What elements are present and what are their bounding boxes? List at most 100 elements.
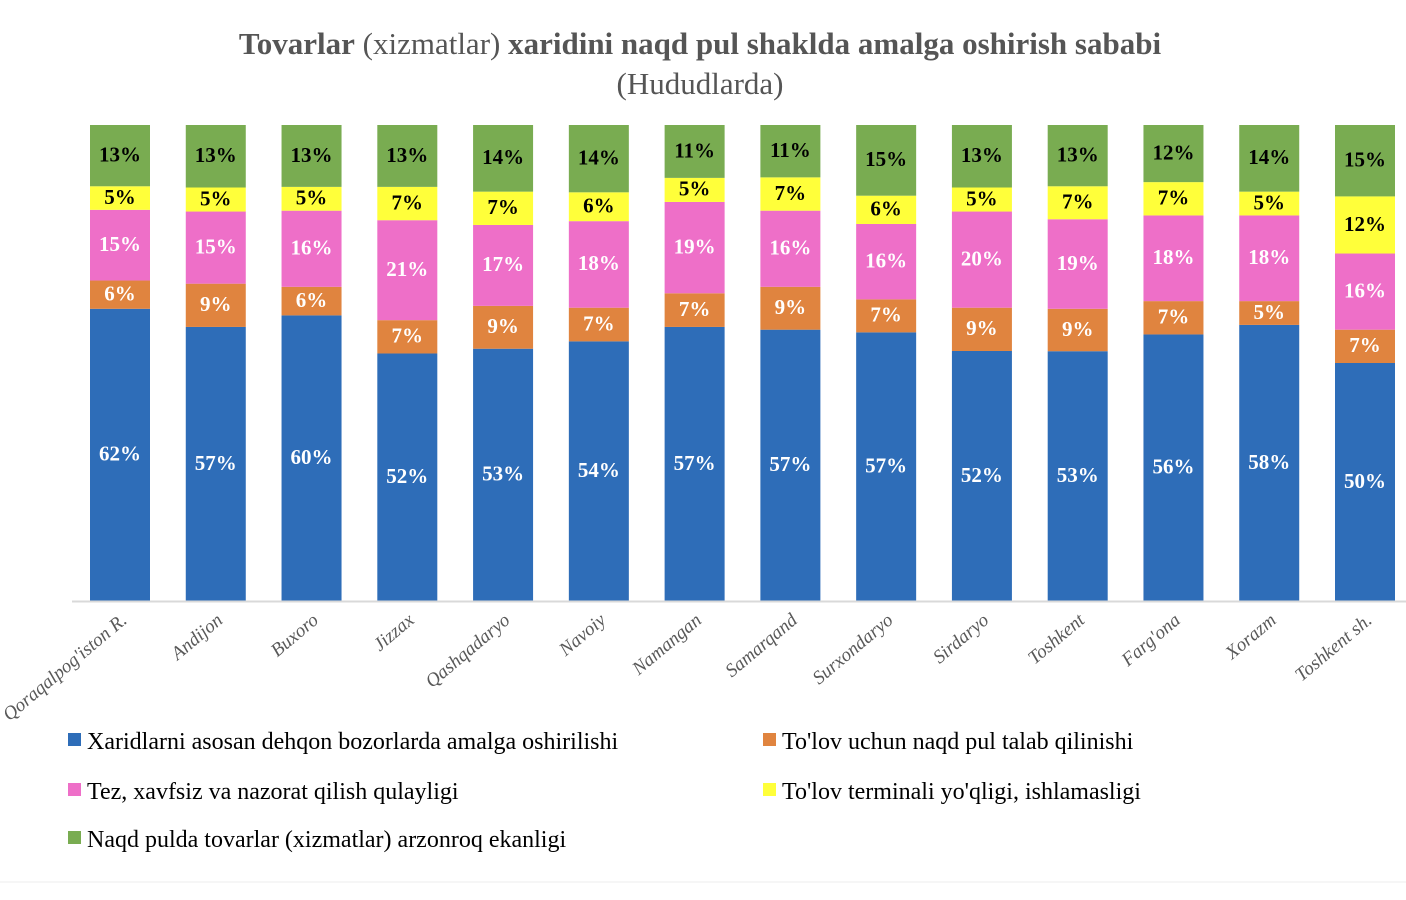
bar-segment xyxy=(1239,324,1300,601)
data-label: 18% xyxy=(578,251,620,275)
bar-segment xyxy=(568,341,629,601)
data-label: 13% xyxy=(961,143,1003,167)
category-label: Navoiy xyxy=(555,609,611,661)
bar-segment xyxy=(568,307,629,342)
bar-segment xyxy=(90,186,150,210)
bar-segment xyxy=(1143,182,1204,216)
bar-segment xyxy=(90,125,150,187)
bar-segment xyxy=(856,195,917,224)
bar-segment xyxy=(1335,329,1395,363)
data-label: 19% xyxy=(1057,251,1099,275)
bar-segment xyxy=(377,186,438,221)
category-label: Buxoro xyxy=(267,610,323,662)
data-label: 60% xyxy=(291,445,333,469)
data-label: 5% xyxy=(679,177,711,201)
data-label: 19% xyxy=(674,234,716,258)
data-label: 7% xyxy=(1349,333,1381,357)
category-label: Samarqand xyxy=(722,609,802,681)
bar-segment xyxy=(185,283,246,327)
data-label: 57% xyxy=(865,453,907,477)
data-label: 57% xyxy=(674,451,716,475)
data-label: 52% xyxy=(386,464,428,488)
bar-segment xyxy=(377,353,438,601)
bar-segment xyxy=(377,220,438,321)
data-label: 57% xyxy=(769,452,811,476)
title-part-2: (xizmatlar) xyxy=(363,26,501,61)
bar-segment xyxy=(473,125,534,192)
bar-segment xyxy=(664,293,725,327)
data-label: 7% xyxy=(1158,305,1190,329)
data-label: 5% xyxy=(104,185,136,209)
data-label: 14% xyxy=(1248,145,1290,169)
bar-segment xyxy=(856,332,917,601)
data-label: 7% xyxy=(775,181,807,205)
bar-segment xyxy=(856,125,917,196)
bar-segment xyxy=(1143,125,1204,183)
bar-segment xyxy=(473,305,534,349)
category-label: Xorazm xyxy=(1221,610,1281,665)
data-label: 17% xyxy=(482,252,524,276)
bar-segment xyxy=(760,210,821,287)
data-label: 21% xyxy=(386,257,428,281)
bar-segment xyxy=(1239,215,1300,302)
bar-segment xyxy=(568,192,629,222)
bar-segment xyxy=(856,299,917,333)
chart-subtitle: (Hududlarda) xyxy=(617,66,784,101)
legend-swatch xyxy=(763,733,776,746)
legend-label: Xaridlarni asosan dehqon bozorlarda amal… xyxy=(87,729,619,755)
data-label: 6% xyxy=(104,281,136,305)
data-label: 15% xyxy=(99,232,141,256)
data-label: 11% xyxy=(674,138,715,162)
data-label: 15% xyxy=(1344,148,1386,172)
data-label: 7% xyxy=(487,195,519,219)
bar-segment xyxy=(951,350,1012,601)
data-label: 9% xyxy=(487,314,519,338)
category-label: Toshkent sh. xyxy=(1291,610,1376,686)
bar-segment xyxy=(1335,253,1395,330)
bar-segment xyxy=(1047,219,1108,309)
data-label: 6% xyxy=(583,194,615,218)
data-label: 16% xyxy=(769,236,811,260)
bar-segment xyxy=(760,329,821,601)
title-part-1: Tovarlar xyxy=(239,26,355,61)
bar-segment xyxy=(568,125,629,193)
bar-segment xyxy=(760,177,821,211)
bar-segment xyxy=(281,286,342,316)
data-label: 13% xyxy=(99,142,141,166)
data-label: 13% xyxy=(291,143,333,167)
category-label: Jizzax xyxy=(369,609,419,655)
category-label: Surxondaryo xyxy=(809,610,898,689)
data-label: 18% xyxy=(1152,245,1194,269)
data-label: 7% xyxy=(392,190,424,214)
bar-segment xyxy=(1143,215,1204,302)
bar-segment xyxy=(1047,125,1108,187)
data-label: 13% xyxy=(1057,142,1099,166)
data-label: 12% xyxy=(1344,212,1386,236)
bar-segment xyxy=(1335,363,1395,601)
bar-segment xyxy=(951,187,1012,212)
data-label: 7% xyxy=(870,303,902,327)
category-label: Andijon xyxy=(166,610,227,666)
data-label: 9% xyxy=(775,295,807,319)
bar-segment xyxy=(281,210,342,287)
bar-segment xyxy=(90,280,150,309)
bar-segment xyxy=(473,224,534,306)
bar-segment xyxy=(90,308,150,601)
bar-segment xyxy=(1047,186,1108,220)
legend-swatch xyxy=(68,733,81,746)
data-label: 58% xyxy=(1248,450,1290,474)
bar-segment xyxy=(1047,308,1108,352)
data-label: 18% xyxy=(1248,245,1290,269)
data-label: 5% xyxy=(1253,190,1285,214)
data-label: 7% xyxy=(392,324,424,348)
bar-segment xyxy=(664,177,725,202)
legend-swatch xyxy=(763,783,776,796)
category-label: Qashqadaryo xyxy=(422,610,515,693)
data-label: 50% xyxy=(1344,469,1386,493)
bar-segment xyxy=(951,125,1012,188)
data-label: 5% xyxy=(966,186,998,210)
data-label: 6% xyxy=(870,197,902,221)
bar-segment xyxy=(1143,301,1204,335)
title-part-3: xaridini naqd pul shaklda amalga oshiris… xyxy=(508,26,1161,61)
bar-segment xyxy=(760,286,821,330)
